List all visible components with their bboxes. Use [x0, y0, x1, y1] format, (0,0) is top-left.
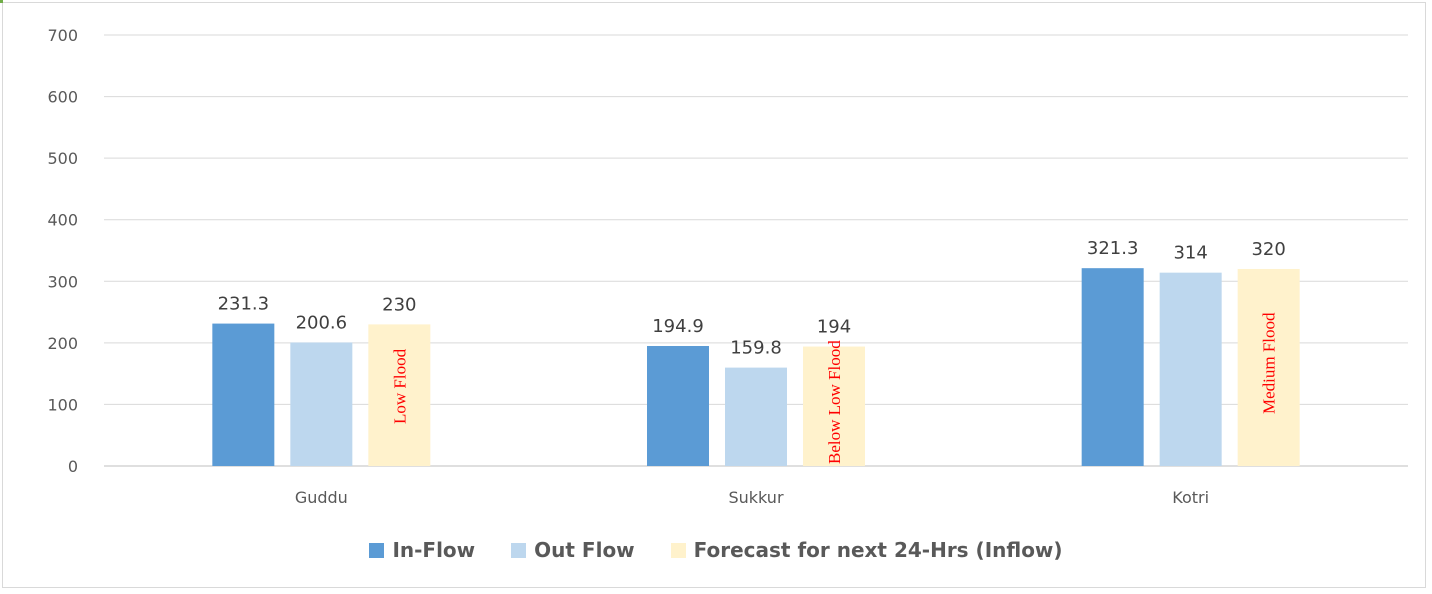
legend-swatch [670, 542, 686, 558]
bar-guddu-series-3 [368, 324, 431, 466]
x-category-label: Kotri [1172, 488, 1209, 507]
corner-marker [0, 0, 3, 3]
data-label: 320 [1251, 239, 1285, 260]
flood-annotation: Medium Flood [1260, 312, 1279, 414]
data-label: 194 [817, 317, 851, 338]
data-label: 194.9 [652, 316, 704, 337]
data-label: 314 [1173, 243, 1207, 264]
data-label: 321.3 [1087, 238, 1139, 259]
flood-annotations: Low Flood Below Low Flood Medium Flood [390, 312, 1278, 464]
y-tick-label: 700 [47, 26, 78, 45]
legend-label: Out Flow [534, 538, 635, 562]
data-label: 231.3 [218, 294, 270, 315]
y-tick-label: 200 [47, 334, 78, 353]
y-tick-label: 600 [47, 88, 78, 107]
legend-item: Out Flow [511, 538, 635, 562]
legend-item: In-Flow [369, 538, 475, 562]
y-tick-label: 300 [47, 272, 78, 291]
bars [212, 268, 1300, 466]
bar-guddu-series-2 [290, 342, 353, 466]
chart-legend: In-Flow Out Flow Forecast for next 24-Hrs … [0, 538, 1432, 562]
data-labels: 231.3 200.6 230 194.9 159.8 194 321.3 314 320 [218, 238, 1286, 358]
y-tick-label: 0 [68, 457, 78, 476]
x-category-label: Sukkur [728, 488, 783, 507]
data-label: 200.6 [296, 312, 348, 333]
legend-item: Forecast for next 24-Hrs (Inflow) [670, 538, 1063, 562]
y-axis-tick-labels: 0 100 200 300 400 500 600 700 [47, 26, 78, 476]
bar-guddu-series-1 [212, 323, 275, 466]
bar-sukkur-series-1 [647, 345, 709, 466]
bar-sukkur-series-3 [803, 346, 865, 466]
bar-sukkur-series-2 [725, 367, 787, 466]
bar-kotri-series-2 [1159, 272, 1222, 466]
y-tick-label: 100 [47, 395, 78, 414]
legend-label: Forecast for next 24-Hrs (Inflow) [693, 538, 1063, 562]
x-axis-category-labels: Guddu Sukkur Kotri [295, 488, 1209, 507]
bar-kotri-series-3 [1237, 268, 1300, 466]
bar-kotri-series-1 [1081, 268, 1144, 466]
data-label: 159.8 [730, 338, 782, 359]
legend-swatch [369, 542, 385, 558]
flood-annotation: Low Flood [390, 348, 409, 424]
legend-label: In-Flow [392, 538, 476, 562]
x-category-label: Guddu [295, 488, 348, 507]
legend-swatch [511, 542, 527, 558]
y-tick-label: 500 [47, 149, 78, 168]
data-label: 230 [382, 294, 416, 315]
y-tick-label: 400 [47, 211, 78, 230]
flood-annotation: Below Low Flood [825, 340, 844, 464]
